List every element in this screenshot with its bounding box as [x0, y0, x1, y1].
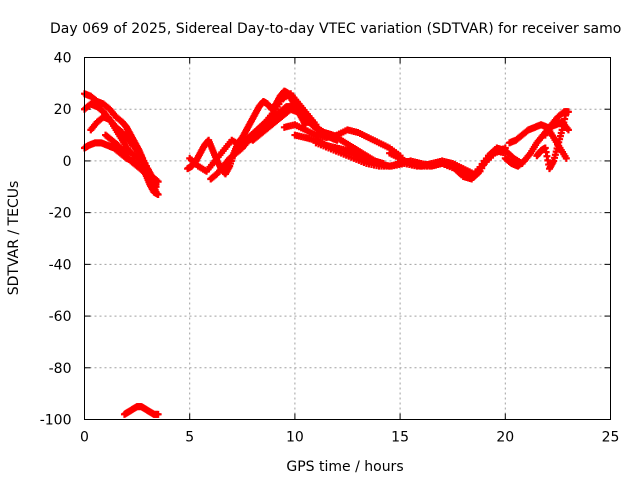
x-tick-label: 20 — [496, 430, 514, 446]
series-track-g — [186, 90, 320, 175]
y-tick-labels: -100 -80 -60 -40 -20 0 20 40 — [40, 51, 72, 429]
series-track-j — [280, 121, 404, 160]
y-tick-label: -100 — [40, 413, 72, 429]
x-axis-title: GPS time / hours — [286, 459, 403, 475]
x-tick-label: 0 — [80, 430, 89, 446]
y-tick-label: -60 — [49, 309, 72, 325]
data-point — [564, 126, 572, 134]
series-track-q — [541, 108, 572, 139]
y-tick-label: -80 — [49, 361, 72, 377]
y-tick-label: -40 — [49, 257, 72, 273]
data-point — [501, 144, 509, 152]
series-track-m — [386, 144, 509, 178]
series-track-e — [102, 131, 160, 188]
data-point — [562, 154, 570, 162]
data-point — [154, 410, 162, 418]
series-track-i — [249, 105, 387, 168]
y-tick-label: 20 — [54, 102, 72, 118]
chart-title: Day 069 of 2025, Sidereal Day-to-day VTE… — [50, 21, 621, 37]
data-points — [81, 87, 572, 418]
series-outlier-low — [120, 403, 162, 418]
x-tick-label: 5 — [185, 430, 194, 446]
data-point — [564, 108, 572, 116]
x-tick-label: 25 — [602, 430, 620, 446]
x-tick-labels: 0 5 10 15 20 25 — [80, 430, 619, 446]
y-axis-title: SDTVAR / TECUs — [6, 181, 22, 296]
y-tick-label: 40 — [54, 51, 72, 67]
grid — [84, 57, 611, 420]
y-tick-label: 0 — [63, 154, 72, 170]
data-point — [154, 191, 162, 199]
x-tick-label: 15 — [391, 430, 409, 446]
series-track-f — [184, 87, 309, 178]
plot-frame — [84, 57, 611, 420]
tick-marks — [84, 57, 611, 420]
data-point — [152, 180, 160, 188]
y-tick-label: -20 — [49, 206, 72, 222]
x-tick-label: 10 — [286, 430, 304, 446]
